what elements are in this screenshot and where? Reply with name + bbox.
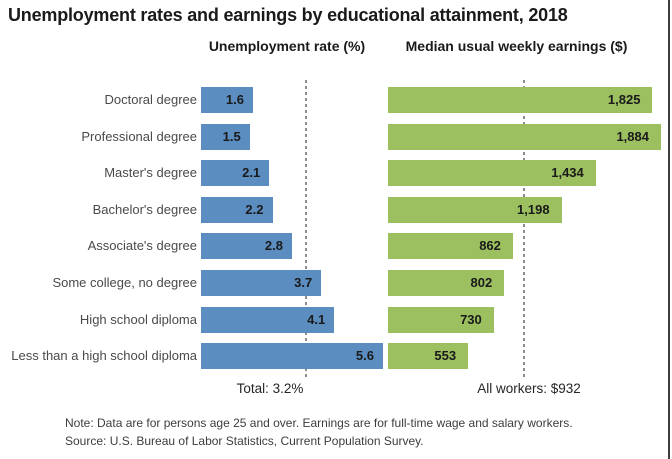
earnings-bar: 1,198 — [388, 196, 562, 223]
unemployment-bar: 4.1 — [201, 306, 335, 333]
right-panel-header: Median usual weekly earnings ($) — [405, 38, 628, 54]
total-reference-line — [305, 80, 307, 378]
earnings-bar: 1,884 — [388, 123, 661, 150]
unemployment-bar: 1.5 — [201, 123, 250, 150]
unemployment-bar: 2.1 — [201, 160, 270, 187]
unemployment-bar: 2.8 — [201, 233, 292, 260]
note-text: Note: Data are for persons age 25 and ov… — [65, 416, 573, 430]
left-panel-header: Unemployment rate (%) — [208, 38, 366, 54]
category-label: High school diploma — [79, 311, 197, 327]
category-label: Doctoral degree — [104, 92, 198, 107]
category-label: Associate's degree — [87, 238, 197, 254]
unemployment-bar: 5.6 — [201, 343, 383, 370]
earnings-bar: 1,434 — [388, 160, 596, 187]
screenshot-right-edge-line — [668, 0, 670, 459]
total-label: Total: 3.2% — [236, 381, 304, 396]
category-label: Some college, no degree — [52, 275, 197, 290]
chart-title: Unemployment rates and earnings by educa… — [8, 5, 568, 25]
category-label: Bachelor's degree — [92, 201, 197, 217]
unemployment-bar: 3.7 — [201, 270, 322, 296]
all-workers-reference-line — [523, 80, 526, 378]
earnings-bar: 730 — [388, 306, 494, 333]
category-label: Professional degree — [81, 128, 197, 144]
category-label: Less than a high school diploma — [11, 348, 197, 364]
earnings-bar: 553 — [388, 343, 469, 370]
all-workers-label: All workers: $932 — [477, 381, 581, 396]
unemployment-bar: 2.2 — [201, 196, 273, 223]
earnings-bar: 802 — [388, 270, 505, 296]
category-label: Master's degree — [104, 165, 197, 181]
unemployment-bar: 1.6 — [201, 87, 253, 113]
source-text: Source: U.S. Bureau of Labor Statistics,… — [65, 434, 424, 448]
earnings-bar: 862 — [388, 233, 513, 260]
earnings-bar: 1,825 — [388, 87, 653, 113]
